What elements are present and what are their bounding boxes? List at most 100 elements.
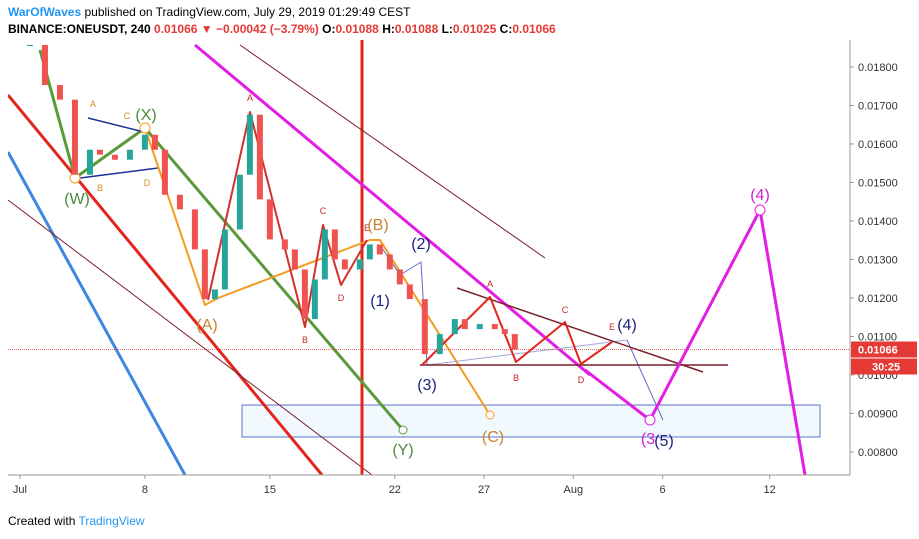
pivot — [644, 414, 656, 426]
candle — [461, 319, 468, 330]
author[interactable]: WarOfWaves — [8, 5, 82, 19]
wave-label: (3) — [417, 377, 437, 394]
candle — [341, 259, 348, 270]
x-tick-label: 27 — [478, 484, 490, 496]
symbol: BINANCE:ONEUSDT, 240 — [8, 22, 151, 36]
wave-wxy — [38, 49, 405, 431]
candles — [26, 45, 518, 355]
wave-label: (C) — [482, 429, 504, 446]
trend-line — [194, 43, 591, 377]
candle — [396, 269, 403, 285]
ohlc-value: 0.01066 — [512, 22, 556, 36]
candle — [356, 259, 363, 270]
candle — [366, 244, 373, 260]
ohlc-label: O: — [322, 22, 336, 36]
drawings — [8, 40, 821, 475]
candle — [176, 194, 183, 210]
wave-label: (W) — [64, 191, 90, 208]
y-tick-label: 0.01800 — [858, 62, 898, 74]
trend-line — [8, 199, 373, 475]
y-tick-label: 0.00900 — [858, 408, 898, 420]
x-tick-label: 22 — [389, 484, 401, 496]
candle — [256, 114, 263, 200]
candle — [151, 134, 158, 150]
y-tick-label: 0.01200 — [858, 293, 898, 305]
countdown: 30:25 — [872, 362, 900, 374]
wave-label: (1) — [370, 293, 390, 310]
wave-label: B — [302, 335, 308, 345]
x-tick-label: 15 — [264, 484, 276, 496]
wave-label: C — [320, 206, 327, 216]
y-tick-label: 0.01400 — [858, 216, 898, 228]
wave-label: A — [90, 99, 96, 109]
wave-label: (X) — [135, 107, 156, 124]
candle — [436, 334, 443, 355]
candle — [406, 284, 413, 300]
candle — [511, 334, 518, 350]
footer-text: Created with — [8, 514, 76, 528]
candle — [26, 45, 33, 47]
wave-label: C — [562, 305, 569, 315]
change: −0.00042 (−3.79%) — [216, 22, 319, 36]
wave-label: D — [144, 178, 151, 188]
candle — [491, 324, 498, 330]
ohlc-label: C: — [499, 22, 513, 36]
x-tick-label: Jul — [13, 484, 27, 496]
x-tick-label: 12 — [764, 484, 776, 496]
x-tick-label: 6 — [660, 484, 666, 496]
symbol-line: BINANCE:ONEUSDT, 240 0.01066 ▼ −0.00042 … — [8, 22, 556, 36]
wave-red — [207, 111, 368, 328]
candle — [126, 149, 133, 160]
candle — [266, 199, 273, 240]
x-tick-label: Aug — [564, 484, 584, 496]
wave-label: A — [487, 279, 493, 289]
candle — [41, 45, 48, 86]
candle — [191, 209, 198, 250]
candle — [96, 149, 103, 155]
projection — [584, 208, 807, 475]
wave-label: (Y) — [392, 442, 413, 459]
change-arrow: ▼ — [200, 22, 213, 36]
candle — [331, 229, 338, 260]
x-tick-label: 8 — [142, 484, 148, 496]
candle — [141, 134, 148, 150]
candle — [501, 329, 508, 335]
y-tick-label: 0.01100 — [858, 331, 897, 343]
y-tick-label: 0.01600 — [858, 139, 898, 151]
candle — [476, 324, 483, 330]
pivot — [139, 122, 151, 134]
triangle — [79, 117, 159, 179]
ohlc-value: 0.01088 — [335, 22, 379, 36]
candle — [111, 154, 118, 160]
wave-label: (3 — [641, 431, 655, 448]
y-tick-label: 0.00800 — [858, 447, 898, 459]
candle — [281, 239, 288, 250]
pivot — [754, 204, 766, 216]
wave-label: (2) — [411, 236, 431, 253]
candle — [246, 114, 253, 175]
candle — [301, 269, 308, 320]
brand[interactable]: TradingView — [78, 514, 145, 528]
publish-line: WarOfWaves published on TradingView.com,… — [8, 5, 410, 19]
footer: Created with TradingView — [8, 514, 145, 528]
ohlc-value: 0.01025 — [452, 22, 497, 36]
wave-label: B — [513, 373, 519, 383]
candle — [451, 319, 458, 335]
wave-label: D — [578, 375, 585, 385]
y-tick-label: 0.01300 — [858, 254, 898, 266]
wave-label: E — [609, 322, 615, 332]
trend-line — [239, 44, 546, 259]
candle — [376, 244, 383, 255]
candle — [86, 149, 93, 175]
trend-line — [420, 287, 728, 373]
target-box — [241, 404, 821, 438]
candle — [321, 229, 328, 280]
y-tick-label: 0.01500 — [858, 177, 898, 189]
candle — [311, 279, 318, 320]
ohlc-value: 0.01088 — [394, 22, 439, 36]
candle — [386, 254, 393, 270]
wave-label: (A) — [196, 317, 217, 334]
ohlc-label: L: — [441, 22, 453, 36]
wave-abc — [144, 127, 491, 416]
